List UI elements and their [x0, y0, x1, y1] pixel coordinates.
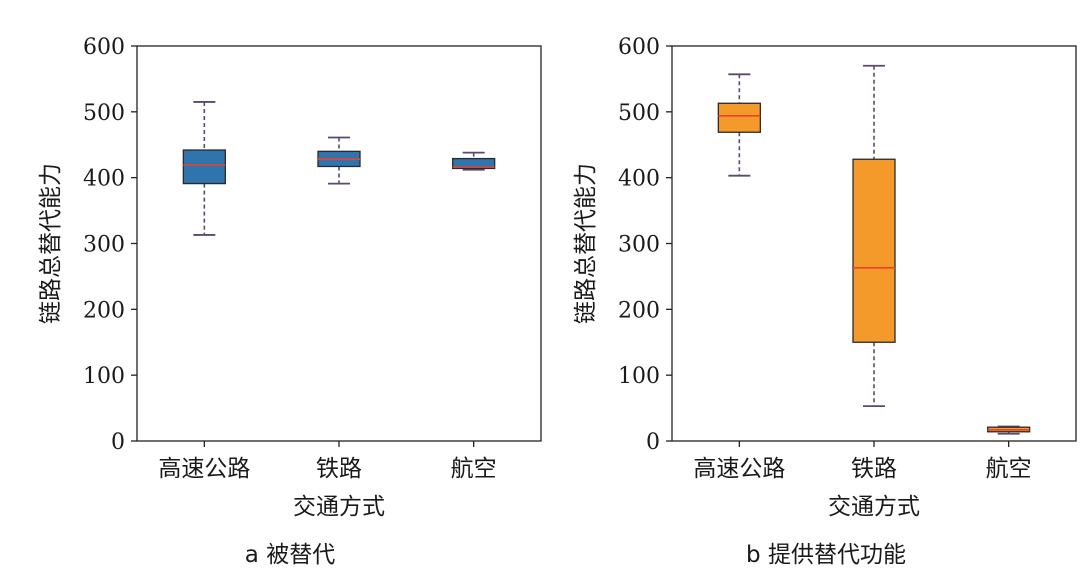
box-2	[452, 151, 496, 171]
panel-caption: a 被替代	[245, 542, 335, 568]
box-0	[717, 73, 761, 177]
y-tick-label: 500	[83, 101, 125, 126]
iqr-box	[852, 158, 896, 343]
iqr-box	[182, 149, 226, 185]
y-tick-label: 600	[618, 35, 660, 60]
x-tick-label: 航空	[986, 456, 1032, 482]
x-tick-label: 航空	[451, 456, 497, 482]
box-1	[317, 136, 361, 185]
y-tick-label: 0	[111, 430, 125, 455]
y-tick-label: 300	[83, 233, 125, 258]
y-tick-label: 300	[618, 233, 660, 258]
y-axis-title: 链路总替代能力	[573, 163, 599, 324]
x-tick-label: 高速公路	[693, 456, 785, 482]
box-2	[987, 425, 1031, 435]
x-tick-label: 铁路	[316, 456, 362, 482]
y-tick-label: 600	[83, 35, 125, 60]
y-tick-label: 100	[83, 364, 125, 389]
x-tick-label: 铁路	[851, 456, 897, 482]
x-tick-label: 高速公路	[158, 456, 250, 482]
y-tick-label: 100	[618, 364, 660, 389]
panel-caption: b 提供替代功能	[746, 542, 906, 568]
y-tick-label: 200	[618, 298, 660, 323]
y-tick-label: 400	[83, 167, 125, 192]
iqr-box	[452, 157, 496, 170]
y-tick-label: 200	[83, 298, 125, 323]
box-1	[852, 64, 896, 408]
box-0	[182, 101, 226, 236]
plot-frame	[136, 45, 542, 442]
y-axis-title: 链路总替代能力	[38, 163, 64, 324]
y-tick-label: 400	[618, 167, 660, 192]
y-tick-label: 500	[618, 101, 660, 126]
x-axis-title: 交通方式	[828, 494, 920, 520]
iqr-box	[717, 102, 761, 133]
x-axis-title: 交通方式	[293, 494, 385, 520]
y-tick-label: 0	[646, 430, 660, 455]
